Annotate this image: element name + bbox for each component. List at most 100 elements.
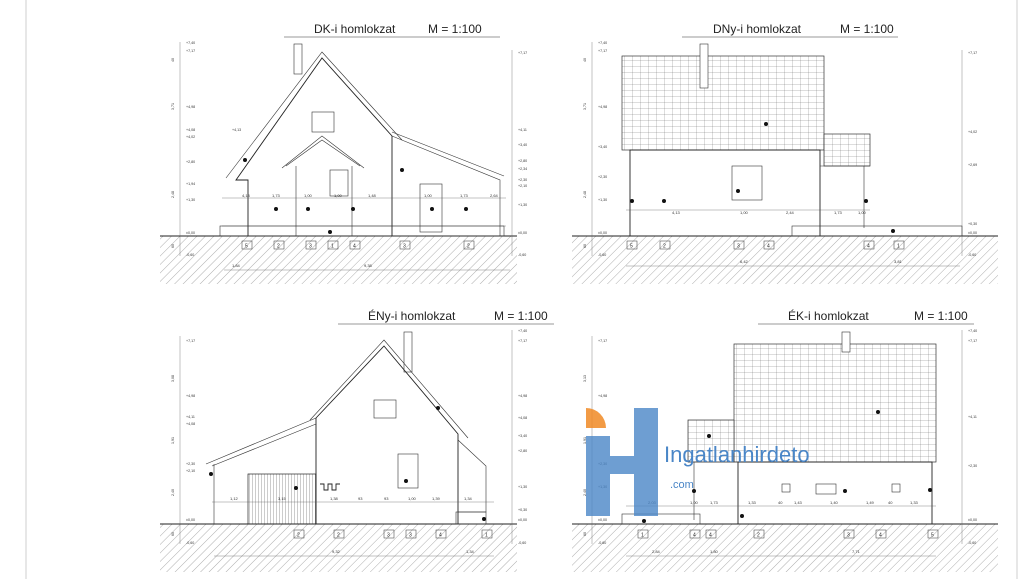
dim-label: 1,84	[232, 263, 241, 268]
level-label: ±0,00	[518, 518, 527, 522]
levels-right: +7,17 +4,11 +3,40 +2,80 +2,34 +2,30 +2,1…	[518, 51, 527, 257]
ground-hatch	[572, 524, 998, 572]
grid-dots	[630, 122, 895, 233]
side-dims: 3,08 1,91 2,40 60	[171, 375, 175, 536]
dimension-row-top: 4,13 1,73 1,00 1,00 1,48 1,00 1,73 2,64	[242, 193, 499, 198]
dimension-row-top: 2,03 1,00 1,73 1,33 40 1,43 1,40 1,49 40…	[648, 500, 919, 505]
level-label: +7,17	[186, 339, 195, 343]
dimension-row-top: 4,13 1,00 2,44 1,73 1,00	[672, 210, 867, 215]
level-label: +4,98	[598, 394, 607, 398]
building-outline	[621, 43, 963, 237]
axis-number: 1	[331, 244, 334, 250]
axis-number: 1	[641, 533, 644, 539]
level-label: -0,60	[186, 253, 194, 257]
side-dim: 2,40	[171, 489, 175, 496]
axis-number: 3	[387, 533, 390, 539]
watermark-logo: Ingatlanhirdeto .com	[586, 408, 810, 516]
axis-number: 5	[931, 533, 934, 539]
side-dim: 3,08	[171, 375, 175, 382]
axis-number: 4	[879, 533, 882, 539]
levels-right: +7,40 +7,17 +4,11 +2,30 ±0,00 -0,60	[968, 329, 977, 545]
axis-number: 2	[663, 244, 666, 250]
level-label: +4,98	[186, 105, 195, 109]
wooden-gate	[247, 473, 317, 525]
building-outline	[621, 331, 937, 525]
dim-label: 1,12	[230, 496, 239, 501]
axis-bubbles: 5 2 3 4 4 1	[626, 240, 905, 250]
dimension-row-top: 1,12 3,15 1,38 93 93 1,00 1,39 1,34	[230, 496, 473, 501]
dim-label: 1,40	[830, 500, 839, 505]
level-label: +2,34	[518, 167, 527, 171]
watermark-orange-quarter	[586, 408, 606, 428]
side-dim: 2,48	[171, 191, 175, 198]
side-dim: 3,13	[583, 375, 587, 382]
axis-number: 2	[277, 244, 280, 250]
level-label: +7,40	[186, 41, 195, 45]
dim-label: 1,00	[858, 210, 867, 215]
side-dims: 3,13 1,91 2,40 60	[583, 375, 587, 536]
axis-number: 2	[467, 244, 470, 250]
dim-label: 1,38	[330, 496, 339, 501]
level-label: -0,60	[518, 253, 526, 257]
axis-number: 3	[737, 244, 740, 250]
level-label: +2,30	[598, 175, 607, 179]
dimension-row-bottom: 2,84 1,80 7,71	[626, 549, 936, 557]
watermark-bridge	[610, 456, 634, 474]
level-label: +2,30	[968, 464, 977, 468]
dim-label: 1,73	[834, 210, 843, 215]
level-label: +2,30	[518, 178, 527, 182]
dim-label: 1,34	[464, 496, 473, 501]
drawing-scale-sw: M = 1:100	[840, 22, 894, 36]
axis-number: 2	[757, 533, 760, 539]
side-dim: 1,91	[171, 437, 175, 444]
dim-label: 1,00	[408, 496, 417, 501]
level-label: +7,40	[518, 329, 527, 333]
dimension-row-bottom: 9,32 1,34	[214, 549, 494, 557]
dim-label: 3,81	[894, 259, 903, 264]
level-label: +2,80	[186, 160, 195, 164]
dim-label: 93	[384, 496, 389, 501]
side-dim: 40	[583, 58, 587, 62]
watermark-bar-left	[586, 436, 610, 516]
drawing-scale-se: M = 1:100	[428, 22, 482, 36]
axis-number: 4	[867, 244, 870, 250]
drawing-scale-nw: M = 1:100	[494, 309, 548, 323]
axis-number: 4	[709, 533, 712, 539]
drawing-title-sw: DNy-i homlokzat	[713, 22, 802, 36]
level-label-mid: +4,13	[232, 128, 241, 132]
level-label: ±0,00	[186, 231, 195, 235]
levels-left: +7,17 +4,98 +4,11 +4,08 +2,30 +2,10 ±0,0…	[186, 339, 195, 545]
dim-label: 1,43	[794, 500, 803, 505]
level-label: ±0,00	[186, 518, 195, 522]
level-label: +2,10	[518, 184, 527, 188]
drawing-title-nw: ÉNy-i homlokzat	[368, 308, 456, 323]
level-label: ±0,00	[968, 231, 977, 235]
building-outline	[219, 43, 506, 237]
dim-label: 1,49	[866, 500, 875, 505]
levels-left: +7,40 +7,17 +4,98 +3,40 +2,30 +1,30 ±0,0…	[598, 41, 607, 257]
level-label: -0,60	[968, 253, 976, 257]
elevation-northwest: ÉNy-i homlokzat M = 1:100 +7,17 +4,98 +4…	[160, 308, 554, 572]
level-label: -0,60	[518, 541, 526, 545]
axis-bubbles: 5 2 3 1 4 3 2	[241, 240, 475, 250]
axis-bubbles: 1 4 4 2 3 4 5	[637, 529, 939, 539]
level-label: +4,11	[186, 415, 195, 419]
level-label: +1,30	[186, 198, 195, 202]
side-dim: 2,40	[583, 489, 587, 496]
level-label: +2,10	[186, 469, 195, 473]
axis-number: 2	[337, 533, 340, 539]
building-outline	[205, 331, 494, 525]
dim-label: 1,48	[368, 193, 377, 198]
dim-label: 1,73	[710, 500, 719, 505]
level-label: +2,80	[518, 159, 527, 163]
ground-hatch	[572, 236, 998, 284]
axis-number: 5	[630, 244, 633, 250]
ground-hatch	[160, 236, 517, 284]
level-label: -0,60	[598, 541, 606, 545]
level-label: ±0,00	[968, 518, 977, 522]
level-label: +7,17	[598, 49, 607, 53]
side-dim: 60	[171, 532, 175, 536]
level-label: +7,17	[186, 49, 195, 53]
grid-dots	[642, 410, 932, 523]
